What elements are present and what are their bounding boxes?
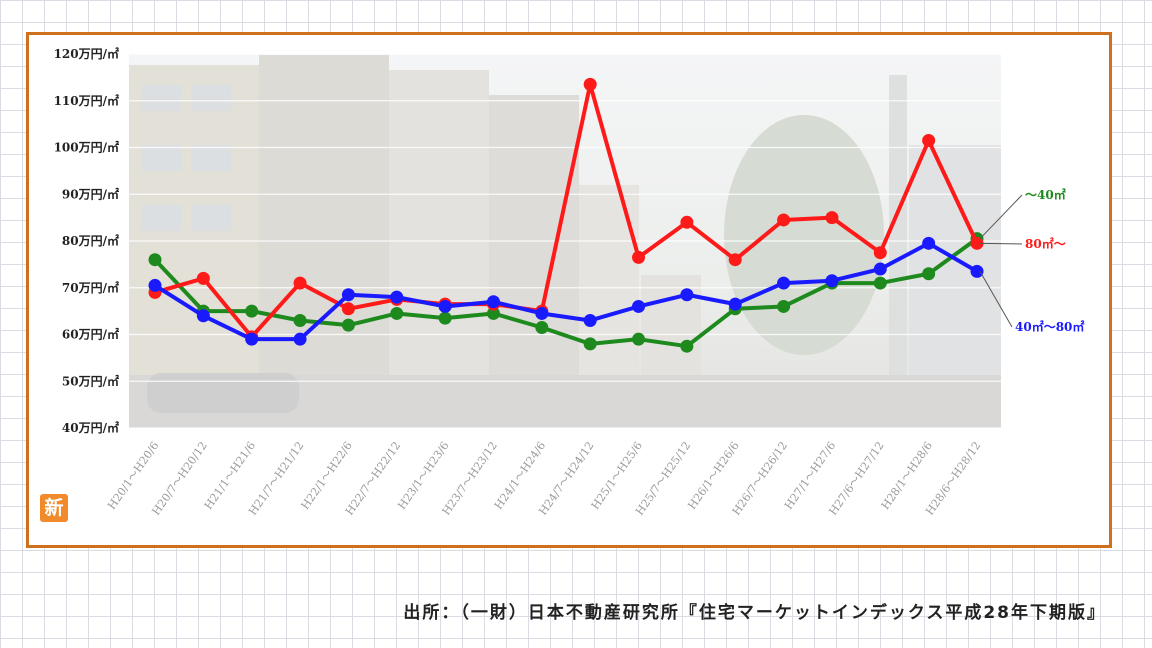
- x-tick-label: H22/1～H22/6: [299, 439, 355, 512]
- series-line: [153, 241, 979, 342]
- data-point: [873, 262, 887, 276]
- y-tick-label: 110万円/㎡: [54, 93, 119, 108]
- data-point: [293, 332, 307, 346]
- data-point: [970, 236, 984, 250]
- data-point: [486, 306, 500, 320]
- x-tick-label: H22/7～H22/12: [343, 439, 403, 517]
- data-point: [777, 299, 791, 313]
- new-badge: 新: [40, 494, 68, 522]
- y-tick-label: 120万円/㎡: [54, 46, 119, 61]
- source-note: 出所：（一財）日本不動産研究所『住宅マーケットインデックス平成28年下期版』: [403, 603, 1106, 623]
- x-tick-label: H26/7～H26/12: [730, 439, 790, 517]
- data-point: [728, 253, 742, 267]
- data-point: [922, 133, 936, 147]
- data-point: [390, 290, 404, 304]
- x-tick-label: H28/6～H28/12: [923, 439, 983, 517]
- series-2: [148, 236, 984, 346]
- x-tick-label: H27/6～H27/12: [826, 439, 886, 517]
- y-tick-label: 40万円/㎡: [62, 420, 119, 435]
- x-tick-label: H21/7～H21/12: [246, 439, 306, 517]
- x-tick-label: H28/1～H28/6: [879, 439, 935, 512]
- data-point: [390, 306, 404, 320]
- chart-frame: 120万円/㎡ 110万円/㎡ 100万円/㎡ 90万円/㎡ 80万円/㎡ 70万円/㎡ 6…: [26, 32, 1112, 548]
- data-point: [341, 288, 355, 302]
- data-point: [922, 267, 936, 281]
- series-label: ～40㎡: [1025, 187, 1066, 202]
- label-leader-line: [979, 242, 1023, 245]
- x-tick-label: H25/7～H25/12: [633, 439, 693, 517]
- data-point: [293, 276, 307, 290]
- data-point: [680, 215, 694, 229]
- x-tick-label: H27/1～H27/6: [782, 439, 838, 512]
- data-point: [583, 313, 597, 327]
- label-leader-line: [979, 271, 1013, 328]
- label-leader-line: [979, 194, 1023, 240]
- data-point: [583, 337, 597, 351]
- data-point: [632, 299, 646, 313]
- data-point: [535, 320, 549, 334]
- data-point: [148, 253, 162, 267]
- data-point: [583, 77, 597, 91]
- series-labels: ～40㎡ 80㎡～ 40㎡～80㎡: [979, 187, 1084, 334]
- series-line: [153, 237, 979, 349]
- data-point: [196, 309, 210, 323]
- data-point: [970, 264, 984, 278]
- y-tick-label: 50万円/㎡: [62, 373, 119, 388]
- y-tick-label: 100万円/㎡: [54, 140, 119, 155]
- data-point: [438, 299, 452, 313]
- y-tick-label: 70万円/㎡: [62, 280, 119, 295]
- data-point: [535, 306, 549, 320]
- data-point: [728, 297, 742, 311]
- x-tick-label: H24/7～H24/12: [536, 439, 596, 517]
- series-label: 80㎡～: [1025, 236, 1066, 251]
- data-point: [245, 304, 259, 318]
- data-point: [341, 318, 355, 332]
- x-tick-label: H20/1～H20/6: [105, 439, 161, 512]
- x-tick-label: H23/1～H23/6: [395, 439, 451, 512]
- data-point: [632, 250, 646, 264]
- data-point: [873, 246, 887, 260]
- data-point: [293, 313, 307, 327]
- data-point: [922, 236, 936, 250]
- data-point: [777, 213, 791, 227]
- data-point: [486, 295, 500, 309]
- data-point: [825, 274, 839, 288]
- data-point: [632, 332, 646, 346]
- x-tick-label: H25/1～H25/6: [589, 439, 645, 512]
- x-tick-label: H26/1～H26/6: [685, 439, 741, 512]
- chart-series: [148, 77, 984, 353]
- data-point: [196, 271, 210, 285]
- x-tick-label: H21/1～H21/6: [202, 439, 258, 512]
- data-point: [341, 302, 355, 316]
- data-point: [438, 311, 452, 325]
- y-tick-label: 80万円/㎡: [62, 233, 119, 248]
- data-point: [825, 211, 839, 225]
- data-point: [680, 288, 694, 302]
- line-chart: 120万円/㎡ 110万円/㎡ 100万円/㎡ 90万円/㎡ 80万円/㎡ 70万円/㎡ 6…: [54, 46, 1085, 518]
- x-tick-label: H23/7～H23/12: [440, 439, 500, 517]
- y-tick-label: 60万円/㎡: [62, 327, 119, 342]
- data-point: [873, 276, 887, 290]
- data-point: [148, 278, 162, 292]
- data-point: [245, 332, 259, 346]
- x-axis-ticks: H20/1～H20/6H20/7～H20/12H21/1～H21/6H21/7～…: [105, 439, 983, 517]
- data-point: [777, 276, 791, 290]
- series-label: 40㎡～80㎡: [1015, 319, 1084, 334]
- x-tick-label: H24/1～H24/6: [492, 439, 548, 512]
- series-line: [154, 82, 979, 339]
- y-axis-ticks: 120万円/㎡ 110万円/㎡ 100万円/㎡ 90万円/㎡ 80万円/㎡ 70万円/㎡ 6…: [54, 46, 119, 435]
- x-tick-label: H20/7～H20/12: [149, 439, 209, 517]
- y-tick-label: 90万円/㎡: [62, 186, 119, 201]
- data-point: [680, 339, 694, 353]
